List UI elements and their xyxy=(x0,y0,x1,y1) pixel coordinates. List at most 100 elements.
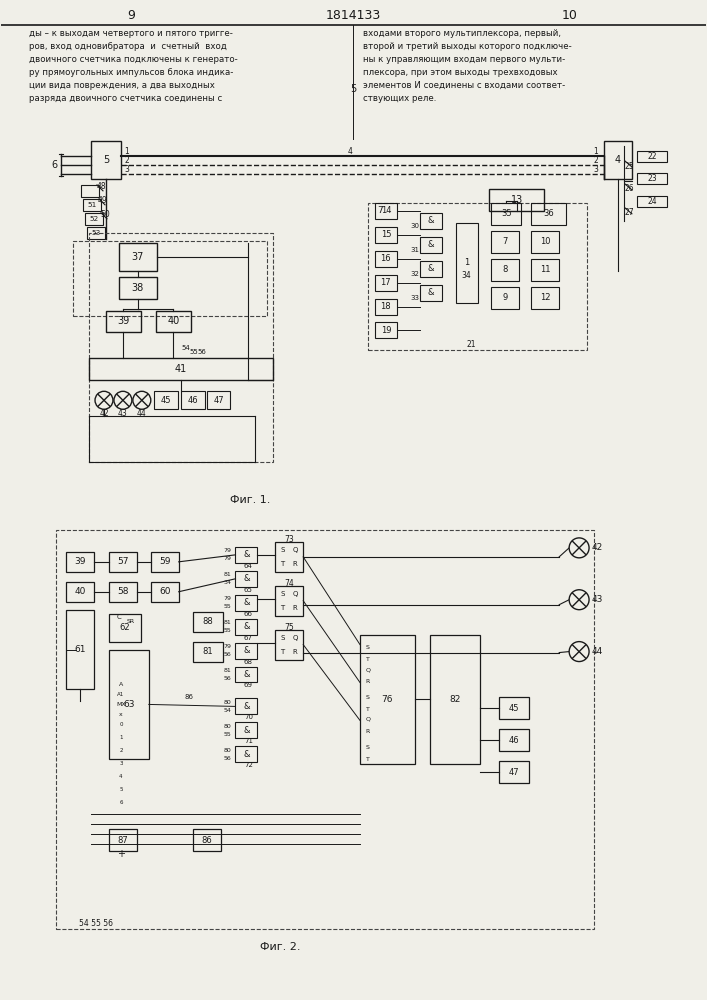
Text: Q: Q xyxy=(366,717,370,722)
Bar xyxy=(235,746,257,762)
Bar xyxy=(83,199,101,211)
Text: 56: 56 xyxy=(223,756,231,761)
Text: 81: 81 xyxy=(223,668,231,673)
Bar xyxy=(531,231,559,253)
Bar xyxy=(637,173,667,184)
Bar xyxy=(491,287,520,309)
Text: Q: Q xyxy=(293,635,298,641)
Text: 45: 45 xyxy=(509,704,520,713)
Text: 12: 12 xyxy=(540,293,551,302)
Text: 66: 66 xyxy=(244,611,253,617)
Text: 55: 55 xyxy=(223,628,231,633)
Text: &: & xyxy=(243,574,250,583)
Bar xyxy=(151,582,179,602)
Text: 30: 30 xyxy=(410,223,419,229)
Text: &: & xyxy=(243,646,250,655)
Bar xyxy=(66,582,94,602)
Circle shape xyxy=(133,391,151,409)
Text: 56: 56 xyxy=(197,349,206,355)
Text: S: S xyxy=(366,695,370,700)
Text: T: T xyxy=(280,605,284,611)
Text: 81: 81 xyxy=(223,572,231,577)
Text: 45: 45 xyxy=(160,396,171,405)
Bar xyxy=(420,285,442,301)
Text: 79: 79 xyxy=(223,644,231,649)
Bar xyxy=(73,241,267,316)
Text: 4: 4 xyxy=(348,147,353,156)
Text: 38: 38 xyxy=(132,283,144,293)
Text: R: R xyxy=(293,561,298,567)
Text: 49: 49 xyxy=(98,196,108,205)
Text: T: T xyxy=(366,707,370,712)
Text: 24: 24 xyxy=(647,197,657,206)
Bar xyxy=(420,237,442,253)
Text: 75: 75 xyxy=(284,623,294,632)
Text: 11: 11 xyxy=(540,265,551,274)
Bar xyxy=(275,630,303,660)
Text: 72: 72 xyxy=(244,762,253,768)
Text: 5: 5 xyxy=(350,84,356,94)
Text: 40: 40 xyxy=(74,587,86,596)
Bar xyxy=(235,571,257,587)
Bar xyxy=(368,203,587,350)
Text: 2: 2 xyxy=(119,748,123,753)
Text: 3: 3 xyxy=(119,761,123,766)
Text: 74: 74 xyxy=(284,579,294,588)
Bar xyxy=(375,275,397,291)
Text: 48: 48 xyxy=(96,182,106,191)
Text: 0: 0 xyxy=(119,722,123,727)
Bar xyxy=(375,251,397,267)
Bar xyxy=(275,586,303,616)
Text: &: & xyxy=(428,288,434,297)
Text: &: & xyxy=(243,726,250,735)
Text: 39: 39 xyxy=(74,557,86,566)
Text: 15: 15 xyxy=(380,230,391,239)
Text: R: R xyxy=(366,729,370,734)
Text: 2: 2 xyxy=(594,156,598,165)
Text: 60: 60 xyxy=(159,587,170,596)
Bar xyxy=(206,391,230,409)
Text: 59: 59 xyxy=(159,557,170,566)
Text: 36: 36 xyxy=(543,209,554,218)
Text: R: R xyxy=(293,605,298,611)
Text: T: T xyxy=(366,657,370,662)
Text: 47: 47 xyxy=(509,768,520,777)
Text: T: T xyxy=(280,561,284,567)
Text: &: & xyxy=(428,216,434,225)
Text: 67: 67 xyxy=(244,635,253,641)
Text: 10: 10 xyxy=(540,237,551,246)
Bar xyxy=(360,635,415,764)
Bar xyxy=(375,299,397,315)
Text: 5: 5 xyxy=(119,787,123,792)
Text: 52: 52 xyxy=(89,216,99,222)
Text: 81: 81 xyxy=(202,647,213,656)
Text: 33: 33 xyxy=(410,295,419,301)
Text: 25: 25 xyxy=(624,162,633,171)
Text: S: S xyxy=(366,745,370,750)
Text: A1: A1 xyxy=(117,692,124,697)
Text: Фиг. 1.: Фиг. 1. xyxy=(230,495,271,505)
Text: 1814133: 1814133 xyxy=(325,9,380,22)
Bar xyxy=(154,391,177,409)
Text: 46: 46 xyxy=(509,736,520,745)
Bar xyxy=(89,233,274,462)
Text: 19: 19 xyxy=(380,326,391,335)
Text: S: S xyxy=(280,547,284,553)
Text: 80: 80 xyxy=(223,748,231,753)
Text: 32: 32 xyxy=(410,271,419,277)
Bar xyxy=(235,722,257,738)
Text: 87: 87 xyxy=(117,836,128,845)
Text: 76: 76 xyxy=(381,695,392,704)
Text: 1: 1 xyxy=(119,735,123,740)
Text: 69: 69 xyxy=(244,682,253,688)
Text: 13: 13 xyxy=(510,195,523,205)
Circle shape xyxy=(569,590,589,610)
Text: 9: 9 xyxy=(503,293,508,302)
Text: R: R xyxy=(293,649,298,655)
Text: 51: 51 xyxy=(88,202,97,208)
Text: &: & xyxy=(243,550,250,559)
Circle shape xyxy=(114,391,132,409)
Bar xyxy=(119,243,157,271)
Bar xyxy=(81,185,99,197)
Text: 8: 8 xyxy=(503,265,508,274)
